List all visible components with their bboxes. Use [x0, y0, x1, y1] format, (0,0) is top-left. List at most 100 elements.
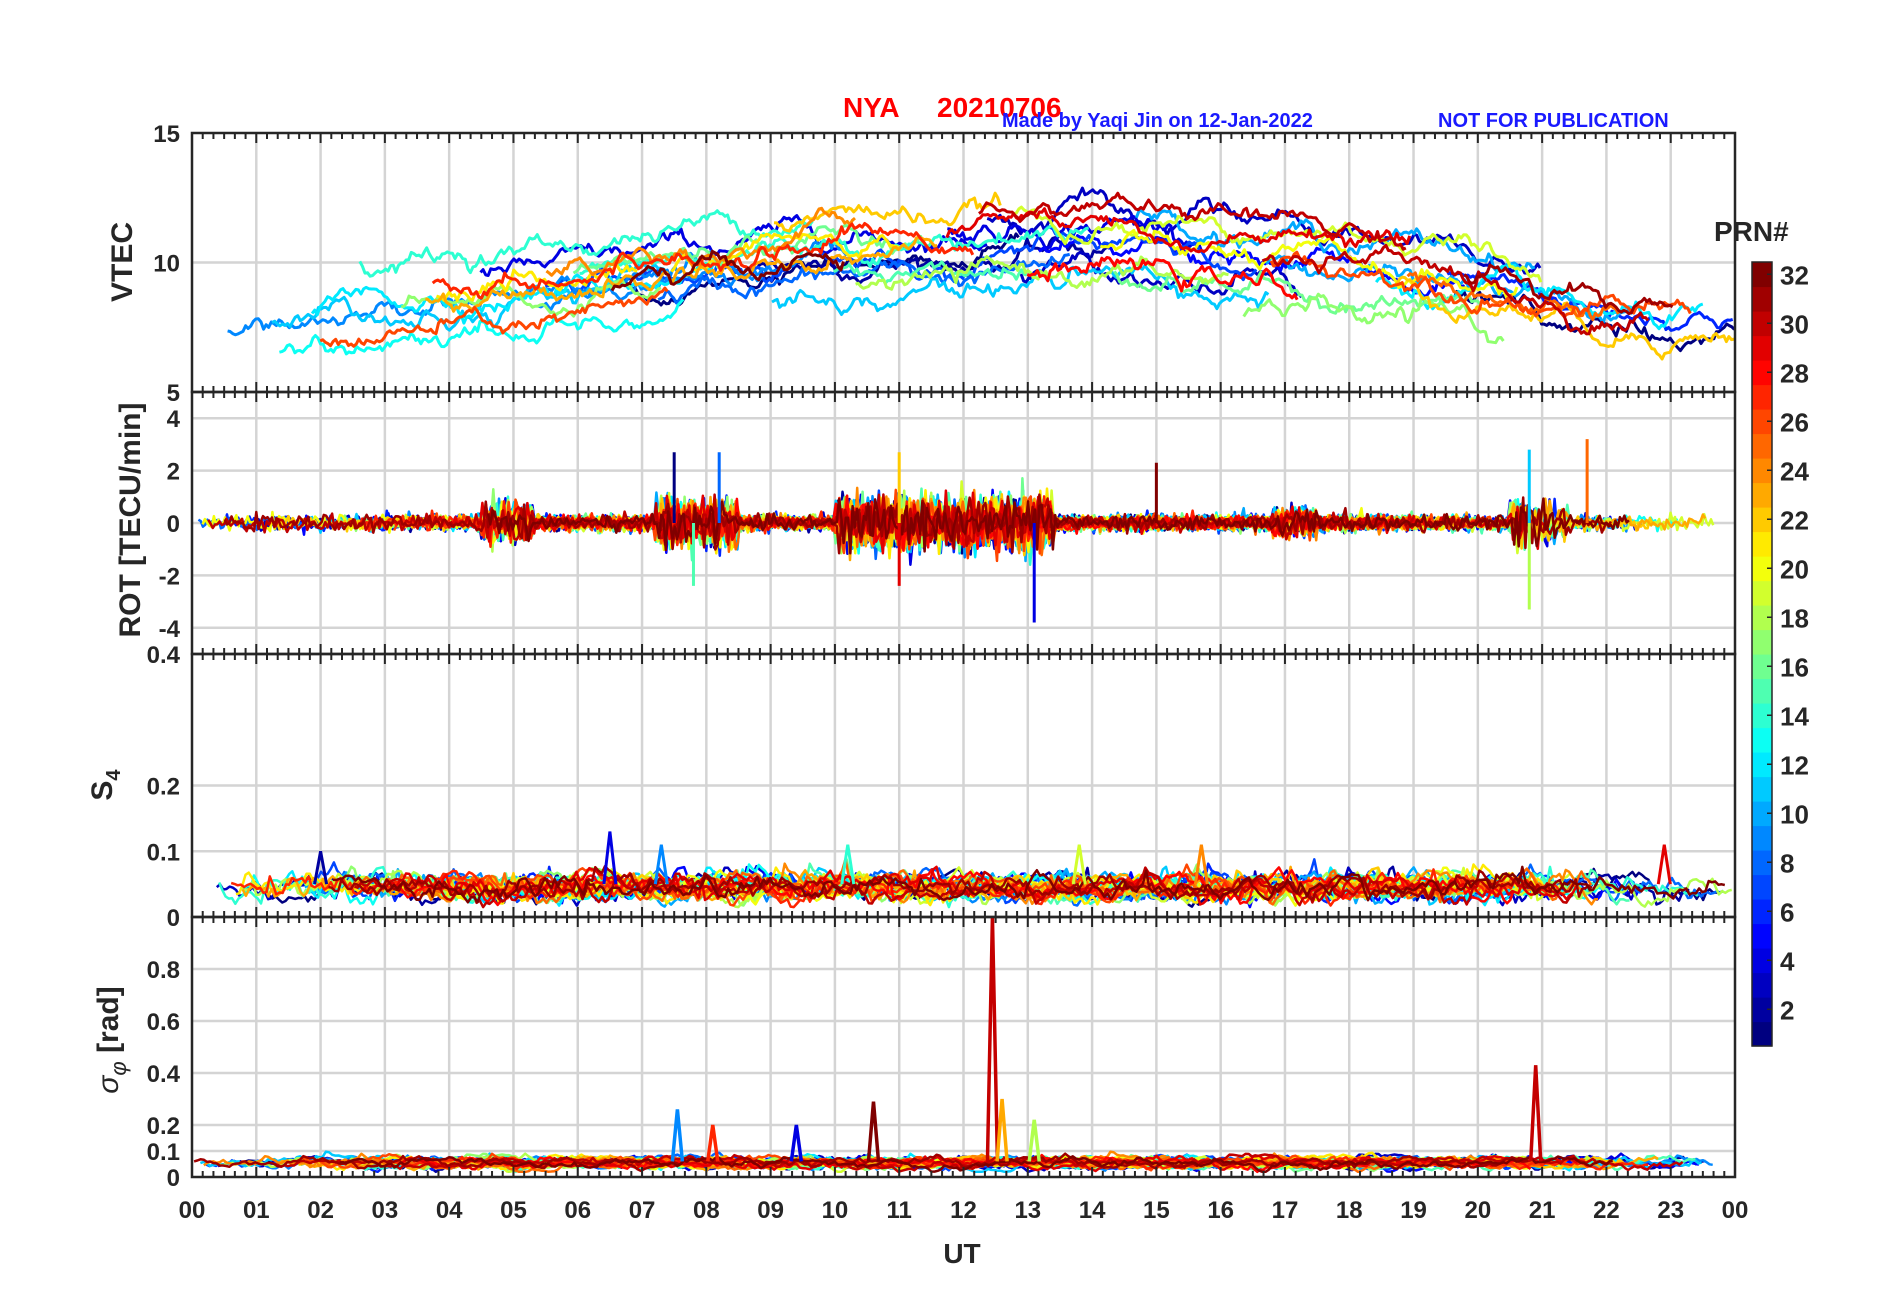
s4-peak [840, 844, 856, 885]
x-tick-label: 19 [1400, 1197, 1427, 1224]
x-tick-label: 05 [500, 1197, 527, 1224]
vtec-ytick-label: 5 [167, 380, 180, 407]
colorbar-tick-label: 26 [1780, 407, 1809, 437]
vtec-series-prn-14 [358, 209, 814, 278]
vtec-series-prn-20 [1099, 228, 1519, 301]
x-tick-label: 04 [436, 1197, 463, 1224]
vtec-series-prn-11 [771, 264, 1270, 316]
colorbar-segment [1752, 752, 1772, 778]
vtec-series-prn-22 [1393, 275, 1735, 361]
s4-peak [1193, 844, 1209, 885]
sig-peak [866, 1101, 881, 1162]
colorbar-segment [1752, 776, 1772, 802]
x-tick-label: 00 [179, 1197, 206, 1224]
colorbar-tick-label: 22 [1780, 505, 1809, 535]
s4-panel: 0 0.1 0.2 0.4 S4 [86, 642, 1737, 932]
colorbar-tick-label: 14 [1780, 701, 1809, 731]
vtec-series-prn-32 [610, 249, 845, 292]
colorbar-tick-label: 32 [1780, 260, 1809, 290]
colorbar-segment [1752, 923, 1772, 949]
x-tick-label: 06 [564, 1197, 591, 1224]
vtec-series-prn-28 [1026, 256, 1299, 301]
colorbar-tick-label: 10 [1780, 799, 1809, 829]
colorbar-segment [1752, 384, 1772, 410]
colorbar-segment [1752, 948, 1772, 974]
sig-ytick-label: 0.6 [147, 1009, 180, 1036]
vtec-series-prn-18 [855, 255, 1229, 291]
x-tick-label: 15 [1143, 1197, 1170, 1224]
sig-peak [1027, 1119, 1041, 1162]
x-tick-label: 03 [372, 1197, 399, 1224]
colorbar-tick-label: 2 [1780, 995, 1794, 1025]
colorbar-segment [1752, 727, 1772, 753]
sig-peak [1528, 1065, 1543, 1162]
colorbar-segment [1752, 458, 1772, 484]
sig-peak [985, 917, 1000, 1162]
x-tick-label: 20 [1464, 1197, 1491, 1224]
x-tick-label: 13 [1014, 1197, 1041, 1224]
vtec-series-prn-24 [545, 206, 856, 277]
vtec-series-prn-26 [319, 286, 669, 348]
s4-ylabel: S4 [86, 769, 125, 801]
title-date: 20210706 [937, 92, 1062, 123]
colorbar-segment [1752, 874, 1772, 900]
colorbar-segment [1752, 311, 1772, 337]
colorbar-segment [1752, 507, 1772, 533]
rot-panel: -4 -2 0 2 4 ROT [TECU/min] [114, 390, 1737, 656]
x-tick-label: 11 [887, 1197, 912, 1224]
x-tick-label: 21 [1529, 1197, 1556, 1224]
colorbar-tick-label: 20 [1780, 554, 1809, 584]
x-tick-label: 22 [1593, 1197, 1620, 1224]
vtec-series-prn-30 [1261, 243, 1650, 336]
rot-ylabel: ROT [TECU/min] [114, 403, 147, 638]
title-station: NYA [843, 92, 900, 123]
vtec-series-prn-21 [670, 232, 902, 273]
colorbar-tick-label: 30 [1780, 309, 1809, 339]
sig-ytick-label: 0 [167, 1165, 180, 1192]
colorbar-segment [1752, 335, 1772, 361]
colorbar-segment [1752, 482, 1772, 508]
x-tick-label: 08 [693, 1197, 720, 1224]
vtec-ytick-label: 15 [153, 121, 180, 148]
vtec-series-prn-30 [978, 191, 1407, 251]
colorbar-segment [1752, 825, 1772, 851]
colorbar-segment [1752, 605, 1772, 631]
s4-peak [602, 831, 618, 885]
x-tick-label: 14 [1079, 1197, 1106, 1224]
colorbar-tick-label: 28 [1780, 358, 1809, 388]
s4-series-prn-25 [346, 858, 1593, 906]
colorbar-segment [1752, 1021, 1772, 1047]
rot-ytick-label: 4 [167, 406, 181, 433]
colorbar-segment [1752, 703, 1772, 729]
x-tick-label: 00 [1722, 1197, 1749, 1224]
x-tick-label: 09 [757, 1197, 784, 1224]
sig-ytick-label: 0.4 [147, 1061, 181, 1088]
s4-ytick-label: 0.4 [147, 642, 181, 669]
sig-series-prn-32 [339, 1155, 1613, 1174]
vtec-panel: 5 10 15 VTEC [106, 121, 1737, 407]
rot-ytick-label: 0 [167, 511, 180, 538]
s4-series-prn-32 [332, 865, 1726, 904]
s4-ytick-label: 0.1 [147, 839, 180, 866]
sig-ylabel: σφ [rad] [92, 986, 131, 1093]
vtec-series-prn-23 [425, 236, 938, 313]
vtec-ylabel: VTEC [106, 222, 139, 302]
s4-ytick-label: 0.2 [147, 774, 180, 801]
colorbar-tick-label: 18 [1780, 603, 1809, 633]
colorbar-segment [1752, 997, 1772, 1023]
colorbar-tick-label: 8 [1780, 848, 1794, 878]
colorbar-segment [1752, 262, 1772, 288]
colorbar-tick-label: 24 [1780, 456, 1809, 486]
x-tick-label: 07 [629, 1197, 656, 1224]
s4-ytick-label: 0 [167, 905, 180, 932]
vtec-series-prn-12 [310, 259, 718, 325]
sig-peak [789, 1124, 804, 1162]
sig-ytick-label: 0.8 [147, 957, 180, 984]
colorbar-segment [1752, 556, 1772, 582]
rot-ytick-label: -2 [159, 563, 180, 590]
colorbar-segment [1752, 972, 1772, 998]
colorbar-label: PRN# [1714, 216, 1789, 247]
vtec-series-prn-15 [833, 260, 1028, 285]
colorbar-segment [1752, 678, 1772, 704]
